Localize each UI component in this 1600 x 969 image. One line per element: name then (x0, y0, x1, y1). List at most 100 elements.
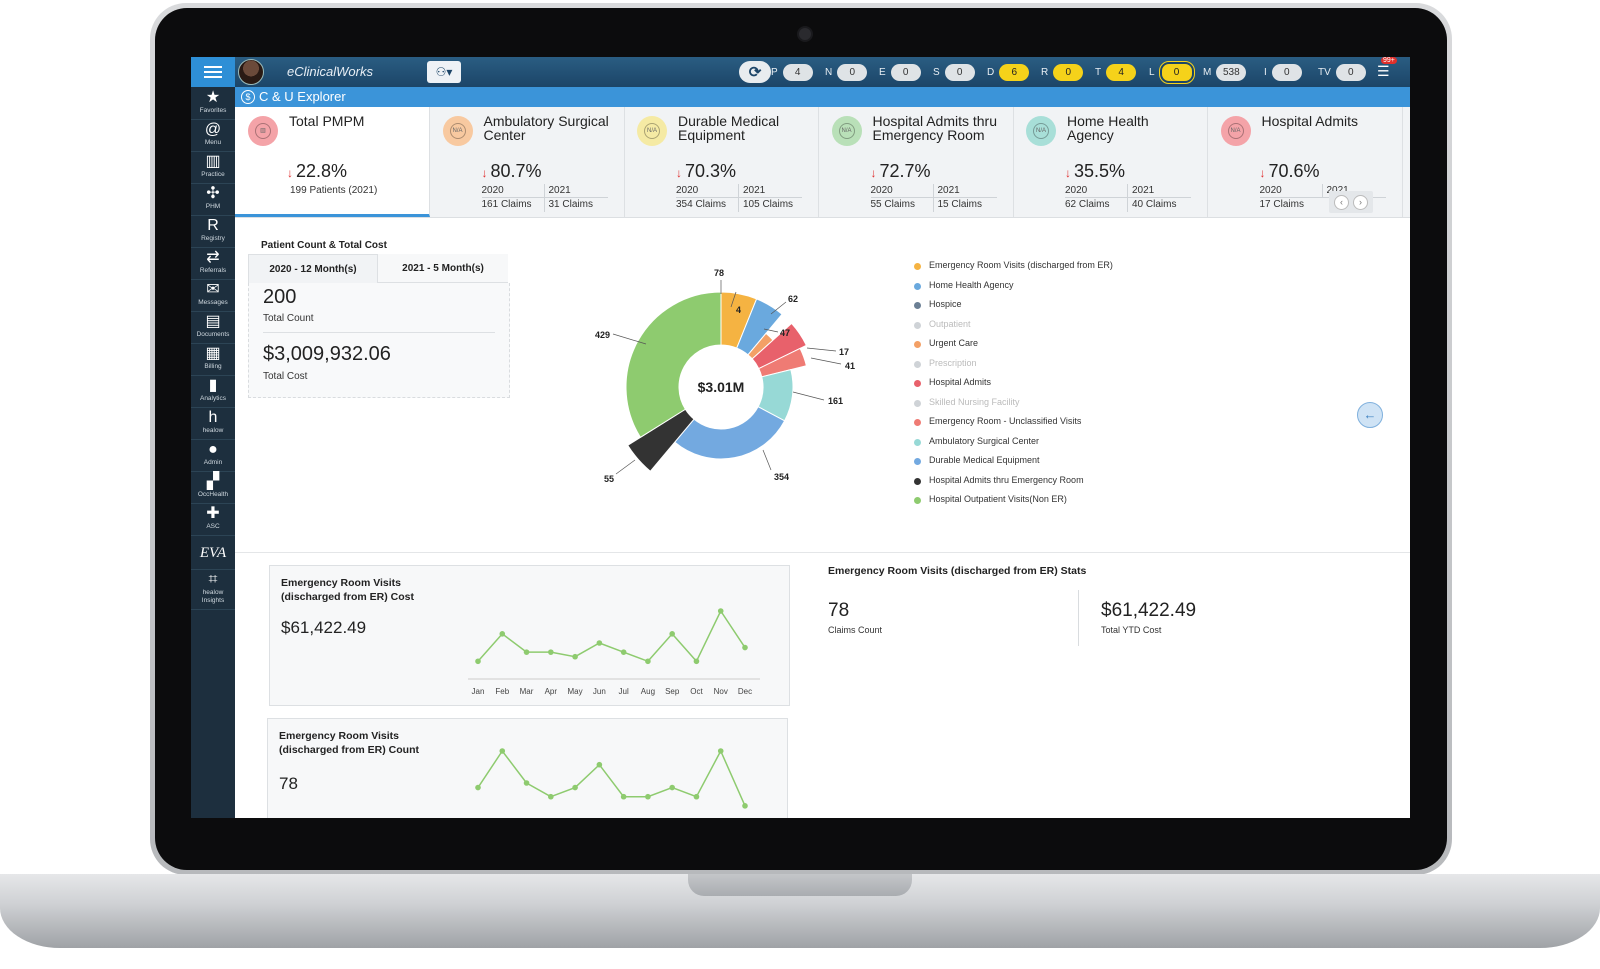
notification-icon[interactable]: ☰ 99+ (1377, 57, 1397, 79)
year-divider (870, 197, 997, 198)
count-card-title: Emergency Room Visits (discharged from E… (279, 730, 420, 756)
data-point[interactable] (645, 793, 651, 800)
sidebar-item-messages[interactable]: ✉ Messages (191, 279, 235, 312)
card-name: Total PMPM (289, 113, 365, 129)
sidebar-item-healow-insights[interactable]: ⌗ healow Insights (191, 569, 235, 610)
data-point[interactable] (620, 649, 627, 655)
sidebar-item-referrals[interactable]: ⇄ Referrals (191, 247, 235, 280)
sidebar-item-registry[interactable]: R Registry (191, 215, 235, 248)
data-point[interactable] (693, 658, 700, 665)
legend-label: Hospital Admits (929, 377, 992, 387)
sidebar-item-healow[interactable]: h healow (191, 407, 235, 440)
sidebar-item-label: Registry (201, 235, 225, 242)
sidebar-item-eva[interactable]: EVA (191, 537, 235, 570)
webcam (797, 26, 813, 42)
data-point[interactable] (499, 748, 506, 754)
card-total-pmpm[interactable]: ▥ Total PMPM ↓ 22.8% 199 Patients (2021) (235, 107, 430, 217)
sidebar-item-documents[interactable]: ▤ Documents (191, 311, 235, 344)
card-durable-medical-equipment[interactable]: N/A Durable Medical Equipment ↓ 70.3% 2020 35… (624, 107, 819, 217)
legend-label: Emergency Room Visits (discharged from E… (929, 260, 1113, 270)
data-point[interactable] (548, 649, 554, 655)
sidebar-item-favorites[interactable]: ★ Favorites (191, 87, 235, 120)
card-ambulatory-surgical-center[interactable]: N/A Ambulatory Surgical Center ↓ 80.7% 2020 1… (430, 107, 625, 217)
legend-label: Ambulatory Surgical Center (929, 435, 1040, 446)
sidebar-item-label: PHM (205, 203, 221, 210)
data-point[interactable] (572, 653, 578, 660)
data-point[interactable] (475, 658, 481, 665)
sidebar-item-analytics[interactable]: ▮ Analytics (191, 375, 235, 408)
down-arrow-icon: ↓ (1065, 166, 1071, 180)
sidebar-item-label: Practice (201, 171, 225, 178)
scroll-right-icon[interactable]: › (1353, 194, 1368, 210)
leader-line (810, 357, 842, 365)
jellybean-letter: S (933, 66, 940, 78)
data-point[interactable] (475, 784, 481, 791)
data-point[interactable] (523, 780, 530, 786)
x-tick-label: Sep (665, 687, 680, 696)
refresh-icon[interactable]: ⟳ (739, 61, 771, 83)
sidebar-item-asc[interactable]: ✚ ASC (191, 503, 235, 536)
data-point[interactable] (717, 608, 724, 614)
back-arrow-icon[interactable]: ← (1357, 402, 1383, 428)
patient-count: 199 Patients (2021) (290, 185, 378, 196)
jellybean-letter: D (987, 66, 995, 78)
legend-label: Hospital Admits thru Emergency Room (929, 474, 1084, 485)
app-screen: eClinicalWorks ⚇▾ ⟳ P 4 N 0 E 0 S 0 D 6 R 0 T 4 L 0 M 538… (191, 57, 1410, 818)
sidebar-item-phm[interactable]: ✣ PHM (191, 183, 235, 216)
data-point[interactable] (620, 793, 627, 800)
data-point[interactable] (548, 793, 554, 800)
sidebar-item-admin[interactable]: ● Admin (191, 439, 235, 472)
data-point[interactable] (717, 748, 724, 754)
patient-lookup-button[interactable]: ⚇▾ (427, 61, 461, 83)
jellybean-tv[interactable]: TV 0 (1318, 62, 1366, 82)
sidebar-item-label: OccHealth (197, 491, 229, 498)
tab-2020[interactable]: 2020 - 12 Month(s) (248, 254, 378, 283)
year-2020: 2020 161 Claims (481, 185, 532, 210)
donut-slice[interactable] (625, 291, 722, 439)
sidebar-item-occhealth[interactable]: ▞ OccHealth (191, 471, 235, 504)
jellybean-letter: R (1041, 66, 1049, 78)
analytics-icon: ▮ (208, 377, 218, 394)
card-percent: ↓ 72.7% (870, 161, 931, 181)
card-percent: ↓ 22.8% (287, 161, 348, 181)
data-point[interactable] (572, 784, 578, 791)
leader-line (730, 291, 737, 308)
jellybean-count: 538 (1216, 63, 1247, 81)
data-point[interactable] (596, 640, 603, 646)
data-point[interactable] (523, 649, 530, 655)
scroll-left-icon[interactable]: ‹ (1334, 194, 1349, 210)
year-divider (481, 197, 608, 198)
legend-swatch (914, 302, 921, 309)
category-icon: N/A (1220, 116, 1251, 146)
card-home-health-agency[interactable]: N/A Home Health Agency ↓ 35.5% 2020 62 Claims… (1013, 107, 1208, 217)
card-hospital-admits-thru-emergency-room[interactable]: N/A Hospital Admits thru Emergency Room ↓ 7… (819, 107, 1014, 217)
data-point[interactable] (742, 644, 748, 651)
data-point[interactable] (742, 803, 748, 809)
data-point[interactable] (669, 631, 675, 637)
sidebar-item-menu[interactable]: @ Menu (191, 119, 235, 152)
data-point[interactable] (499, 631, 506, 637)
data-point[interactable] (669, 784, 675, 791)
data-point[interactable] (693, 793, 700, 800)
hamburger-menu-icon[interactable] (191, 57, 235, 87)
menu-icon: @ (204, 121, 222, 138)
jellybean-m[interactable]: M 538 (1203, 62, 1247, 82)
sidebar-item-billing[interactable]: ▦ Billing (191, 343, 235, 376)
sidebar-item-practice[interactable]: ▥ Practice (191, 151, 235, 184)
data-point[interactable] (596, 761, 603, 768)
user-avatar[interactable] (238, 59, 264, 85)
tab-2021[interactable]: 2021 - 5 Month(s) (378, 254, 508, 283)
total-count-label: Total Count (263, 313, 314, 324)
category-icon: N/A (1026, 116, 1056, 146)
data-point[interactable] (645, 658, 651, 665)
